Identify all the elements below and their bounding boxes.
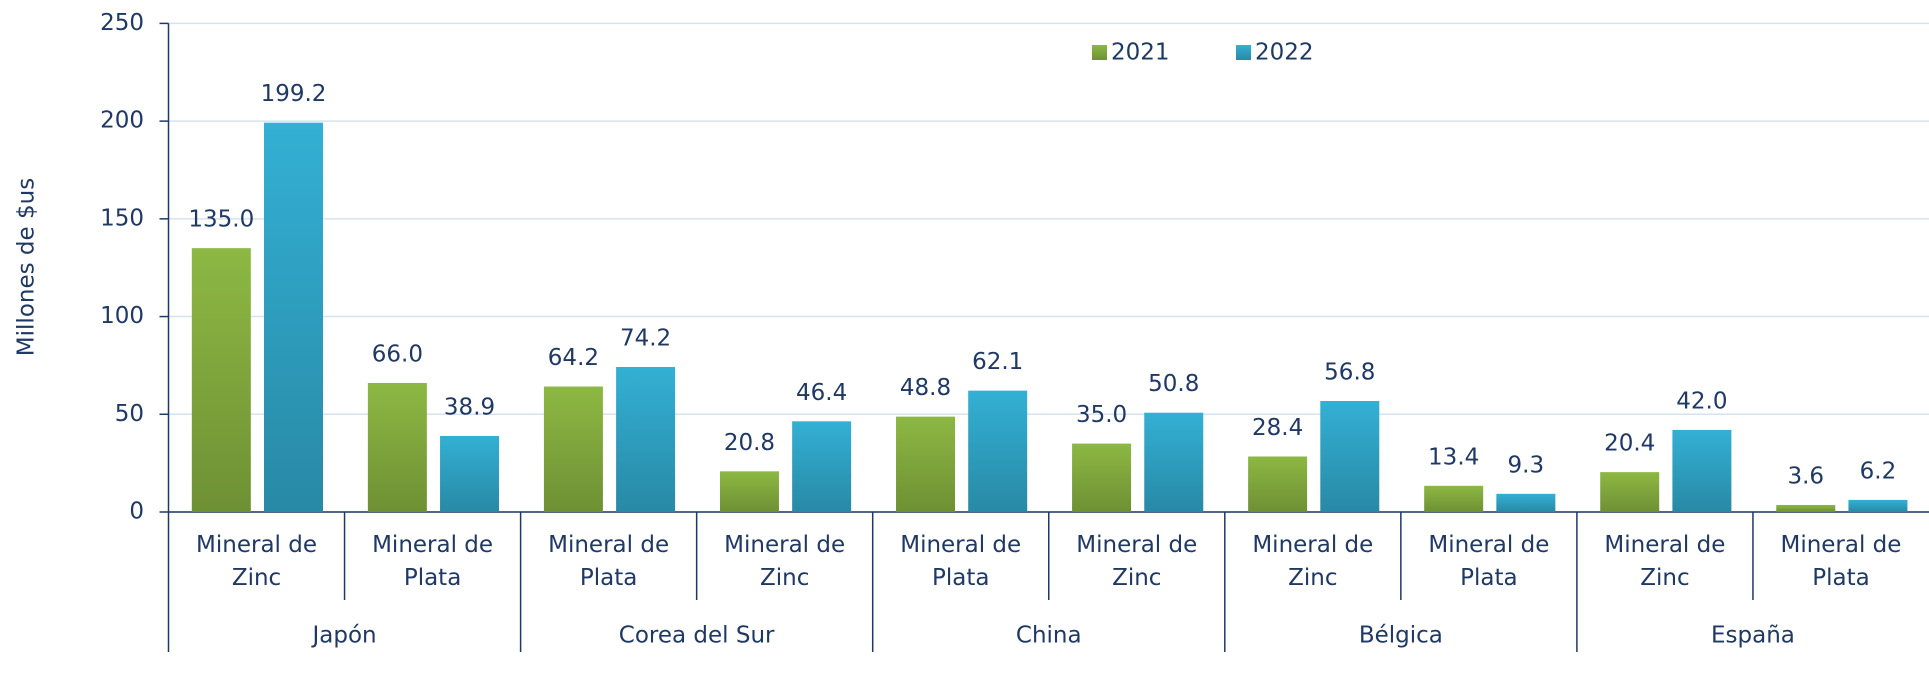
- value-label: 42.0: [1676, 388, 1727, 414]
- bar: [1320, 400, 1380, 512]
- x-tick-label: Mineral de Zinc: [1252, 532, 1374, 591]
- legend-label: 2022: [1255, 40, 1314, 66]
- group-label: Corea del Sur: [619, 623, 775, 649]
- group-label: España: [1711, 623, 1795, 649]
- bar: [896, 416, 956, 512]
- y-tick-label: 0: [129, 499, 144, 525]
- value-label: 3.6: [1787, 463, 1824, 489]
- bar: [719, 471, 779, 512]
- value-label: 74.2: [620, 325, 671, 351]
- value-label: 13.4: [1428, 444, 1479, 470]
- value-label: 9.3: [1508, 452, 1545, 478]
- x-tick-label: Mineral de Zinc: [724, 532, 846, 591]
- bar: [191, 248, 251, 512]
- value-label: 50.8: [1148, 371, 1199, 397]
- legend-label: 2021: [1111, 40, 1170, 66]
- bar: [792, 421, 852, 512]
- value-label: 6.2: [1860, 458, 1897, 484]
- legend-swatch: [1236, 45, 1251, 60]
- y-tick-label: 200: [100, 108, 144, 134]
- value-label: 199.2: [261, 81, 327, 107]
- value-label: 20.4: [1604, 431, 1655, 457]
- value-label: 28.4: [1252, 415, 1303, 441]
- group-label: China: [1016, 623, 1082, 649]
- y-tick-label: 50: [115, 401, 144, 427]
- bar: [440, 435, 500, 512]
- bar: [968, 390, 1028, 512]
- bar: [1848, 499, 1908, 512]
- y-tick-label: 100: [100, 303, 144, 329]
- value-label: 38.9: [444, 394, 495, 420]
- x-tick-label: Mineral de Plata: [1428, 532, 1550, 591]
- bar: [543, 386, 603, 512]
- y-tick-label: 250: [100, 10, 144, 36]
- value-label: 135.0: [188, 207, 254, 233]
- bar: [1424, 485, 1484, 512]
- value-label: 56.8: [1324, 359, 1375, 385]
- legend-swatch: [1092, 45, 1107, 60]
- bar: [1776, 504, 1836, 512]
- x-tick-label: Mineral de Zinc: [1604, 532, 1726, 591]
- bar: [1144, 412, 1204, 512]
- bar: [1072, 443, 1132, 512]
- group-label: Bélgica: [1359, 623, 1443, 649]
- x-tick-label: Mineral de Zinc: [196, 532, 317, 591]
- bar: [1248, 456, 1308, 512]
- x-tick-label: Mineral de Plata: [1780, 532, 1902, 591]
- x-tick-label: Mineral de Plata: [372, 532, 494, 591]
- bar: [1672, 429, 1732, 512]
- bar: [1496, 493, 1556, 512]
- value-label: 64.2: [548, 345, 599, 371]
- bar: [616, 366, 676, 512]
- y-axis-title: Millones de $us: [14, 178, 40, 356]
- value-label: 66.0: [372, 342, 423, 368]
- x-tick-label: Mineral de Plata: [900, 532, 1022, 591]
- value-label: 20.8: [724, 430, 775, 456]
- group-label: Japón: [310, 623, 376, 649]
- value-label: 35.0: [1076, 402, 1127, 428]
- value-label: 62.1: [972, 349, 1023, 375]
- value-label: 48.8: [900, 375, 951, 401]
- bar: [367, 383, 427, 512]
- bar: [263, 122, 323, 512]
- x-tick-label: Mineral de Plata: [548, 532, 670, 591]
- value-label: 46.4: [796, 380, 847, 406]
- bar: [1600, 472, 1660, 512]
- y-tick-label: 150: [100, 205, 144, 231]
- x-tick-label: Mineral de Zinc: [1076, 532, 1198, 591]
